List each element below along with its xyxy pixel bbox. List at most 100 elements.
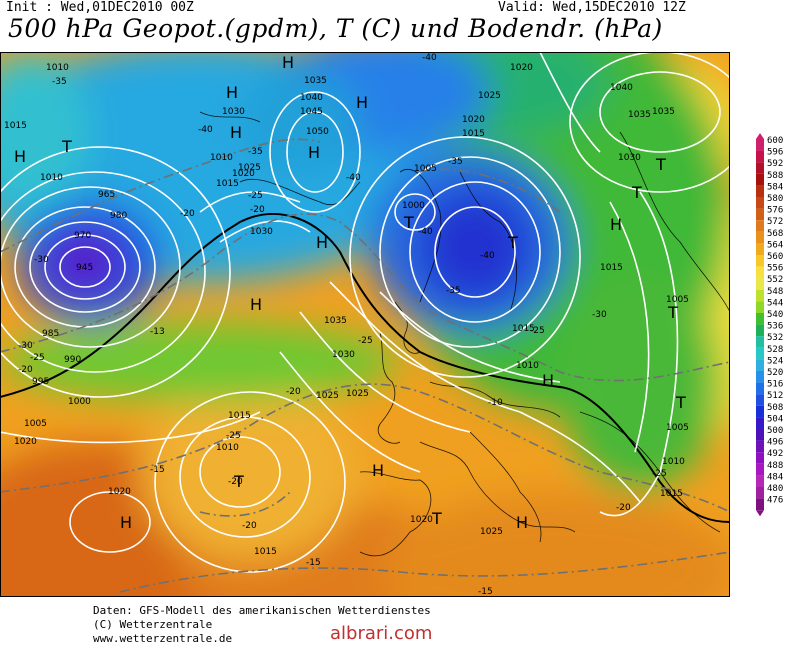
- pressure-label: 1035: [324, 316, 347, 326]
- svg-text:1045: 1045: [300, 107, 323, 117]
- pressure-label: 1030: [618, 153, 641, 163]
- legend-label: 600: [767, 136, 783, 146]
- legend-swatch: [756, 185, 764, 197]
- svg-text:H: H: [226, 83, 238, 102]
- svg-text:1015: 1015: [600, 263, 623, 273]
- legend-label: 556: [767, 264, 783, 274]
- svg-text:T: T: [233, 472, 244, 491]
- svg-text:-20: -20: [180, 209, 195, 219]
- svg-text:995: 995: [32, 377, 49, 387]
- legend-label: 516: [767, 380, 783, 390]
- temp-label: -35: [52, 77, 67, 87]
- svg-text:-20: -20: [250, 205, 265, 215]
- svg-text:-35: -35: [446, 286, 461, 296]
- svg-text:-40: -40: [346, 173, 361, 183]
- legend-swatch: [756, 371, 764, 383]
- temp-label: -25: [652, 469, 667, 479]
- pressure-label: 1010: [46, 63, 69, 73]
- legend-label: 532: [767, 333, 783, 343]
- svg-text:-40: -40: [418, 227, 433, 237]
- legend-label: 536: [767, 322, 783, 332]
- legend-label: 568: [767, 229, 783, 239]
- legend-label: 484: [767, 472, 783, 482]
- svg-text:1015: 1015: [254, 547, 277, 557]
- legend-label: 596: [767, 148, 783, 158]
- legend-swatch: [756, 313, 764, 325]
- pressure-label: 945: [76, 263, 93, 273]
- svg-text:1005: 1005: [666, 295, 689, 305]
- svg-text:-10: -10: [488, 398, 503, 408]
- pressure-label: 1010: [210, 153, 233, 163]
- svg-text:1020: 1020: [410, 515, 433, 525]
- legend-label: 588: [767, 171, 783, 181]
- svg-text:1020: 1020: [108, 487, 131, 497]
- pressure-label: 1035: [628, 110, 651, 120]
- pressure-label: 1015: [254, 547, 277, 557]
- svg-text:-20: -20: [228, 477, 243, 487]
- svg-text:1040: 1040: [610, 83, 633, 93]
- temp-label: -20: [242, 521, 257, 531]
- high-pressure-marker: H: [308, 143, 320, 162]
- svg-text:985: 985: [42, 329, 59, 339]
- legend-swatch: [756, 405, 764, 418]
- temp-label: -40: [422, 53, 437, 63]
- temp-label: -20: [286, 387, 301, 397]
- pressure-label: 1020: [232, 169, 255, 179]
- legend-label: 540: [767, 310, 783, 320]
- legend-swatch: [756, 463, 764, 476]
- low-pressure-marker: T: [507, 233, 518, 252]
- low-pressure-marker: T: [403, 213, 414, 232]
- svg-text:H: H: [610, 215, 622, 234]
- svg-text:1010: 1010: [210, 153, 233, 163]
- svg-text:T: T: [667, 303, 678, 322]
- temp-label: -40: [346, 173, 361, 183]
- svg-text:1035: 1035: [304, 76, 327, 86]
- pressure-label: 1015: [4, 121, 27, 131]
- svg-text:1010: 1010: [46, 63, 69, 73]
- valid-time-label: Valid: Wed,15DEC2010 12Z: [498, 0, 686, 15]
- legend-label: 548: [767, 287, 783, 297]
- svg-text:-25: -25: [226, 431, 241, 441]
- high-pressure-marker: H: [356, 93, 368, 112]
- init-time-label: Init : Wed,01DEC2010 00Z: [6, 0, 194, 15]
- svg-text:T: T: [403, 213, 414, 232]
- svg-text:1030: 1030: [332, 350, 355, 360]
- pressure-label: 965: [98, 190, 115, 200]
- svg-text:-20: -20: [616, 503, 631, 513]
- pressure-label: 1010: [40, 173, 63, 183]
- svg-text:H: H: [516, 513, 528, 532]
- high-pressure-marker: H: [250, 295, 262, 314]
- temp-label: -30: [34, 255, 49, 265]
- low-pressure-marker: T: [675, 393, 686, 412]
- temp-label: -15: [150, 465, 165, 475]
- legend-swatch: [756, 162, 764, 174]
- svg-text:1015: 1015: [228, 411, 251, 421]
- legend-swatch: [756, 487, 764, 499]
- legend-label: 496: [767, 438, 783, 448]
- pressure-label: 1040: [610, 83, 633, 93]
- legend-label: 520: [767, 368, 783, 378]
- low-pressure-marker: T: [233, 472, 244, 491]
- legend-swatch: [756, 475, 764, 487]
- svg-text:1025: 1025: [480, 527, 503, 537]
- svg-text:1015: 1015: [4, 121, 27, 131]
- legend-label: 584: [767, 182, 783, 192]
- high-pressure-marker: H: [230, 123, 242, 142]
- legend-label: 524: [767, 356, 783, 366]
- svg-text:-20: -20: [242, 521, 257, 531]
- legend-swatch: [756, 394, 764, 406]
- pressure-label: 1025: [480, 527, 503, 537]
- legend-swatch: [756, 429, 764, 441]
- temp-label: -20: [616, 503, 631, 513]
- high-pressure-marker: H: [372, 461, 384, 480]
- high-pressure-marker: H: [610, 215, 622, 234]
- temp-label: -25: [30, 353, 45, 363]
- svg-text:T: T: [507, 233, 518, 252]
- svg-text:1010: 1010: [40, 173, 63, 183]
- high-pressure-marker: H: [120, 513, 132, 532]
- legend-swatch: [756, 266, 764, 279]
- legend-swatch: [756, 336, 764, 348]
- temp-label: -13: [150, 327, 165, 337]
- svg-text:-25: -25: [530, 326, 545, 336]
- legend-label: 572: [767, 217, 783, 227]
